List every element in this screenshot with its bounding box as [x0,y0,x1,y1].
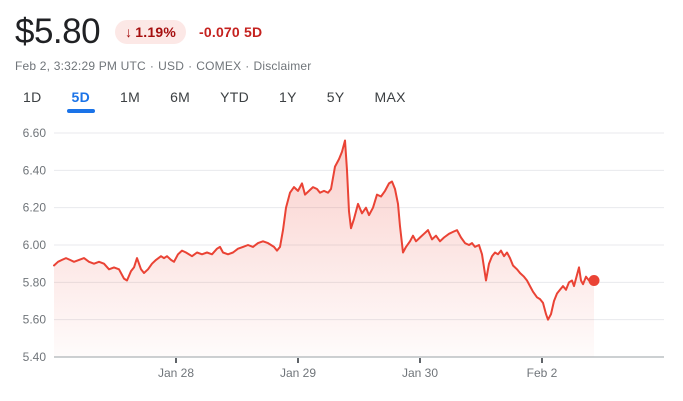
x-axis-label: Jan 28 [158,366,194,380]
tab-max[interactable]: MAX [360,84,421,113]
absolute-change-text: -0.070 5D [199,24,263,40]
tab-ytd[interactable]: YTD [205,84,264,113]
y-axis-label: 6.60 [23,126,47,140]
y-axis-label: 5.80 [23,275,47,289]
y-axis-label: 6.40 [23,163,47,177]
tab-label: YTD [220,89,250,105]
y-axis-label: 5.40 [23,350,47,364]
disclaimer-link[interactable]: Disclaimer [253,59,312,73]
tab-1y[interactable]: 1Y [264,84,312,113]
separator-dot: · [149,59,155,73]
time-range-tabs: 1D 5D 1M 6M YTD 1Y 5Y MAX [8,84,421,113]
x-axis-label: Jan 29 [280,366,316,380]
percent-change-value: 1.19% [135,24,176,40]
tab-5d[interactable]: 5D [57,84,106,113]
price-header: $5.80 ↓ 1.19% -0.070 5D [15,13,262,51]
quote-meta-line: Feb 2, 3:32:29 PM UTC · USD · COMEX · Disclaim… [15,59,312,73]
quote-timestamp: Feb 2, 3:32:29 PM UTC [15,59,146,73]
tab-label: 1Y [279,89,297,105]
percent-change-badge[interactable]: ↓ 1.19% [115,20,186,44]
chart-area-fill [54,140,594,357]
tab-1d[interactable]: 1D [8,84,57,113]
tab-label: 6M [170,89,191,105]
tab-1m[interactable]: 1M [105,84,155,113]
down-arrow-icon: ↓ [125,24,133,40]
tab-6m[interactable]: 6M [155,84,205,113]
quote-currency: USD [158,59,185,73]
y-axis-label: 5.60 [23,313,47,327]
quote-exchange: COMEX [196,59,242,73]
tab-label: 5Y [326,89,345,105]
active-tab-underline [66,109,95,113]
y-axis-label: 6.00 [23,238,47,252]
y-axis-label: 6.20 [23,201,47,215]
tab-5y[interactable]: 5Y [312,84,360,113]
current-price: $5.80 [15,12,101,51]
separator-dot: · [245,59,250,73]
separator-dot: · [188,59,193,73]
x-axis-label: Feb 2 [527,366,558,380]
tab-label: 1D [23,89,42,105]
chart-line [53,139,595,321]
tab-label: 1M [120,89,141,105]
tab-label: 5D [71,89,90,105]
x-axis-label: Jan 30 [402,366,438,380]
tab-label: MAX [374,89,406,105]
latest-price-dot [588,274,600,286]
